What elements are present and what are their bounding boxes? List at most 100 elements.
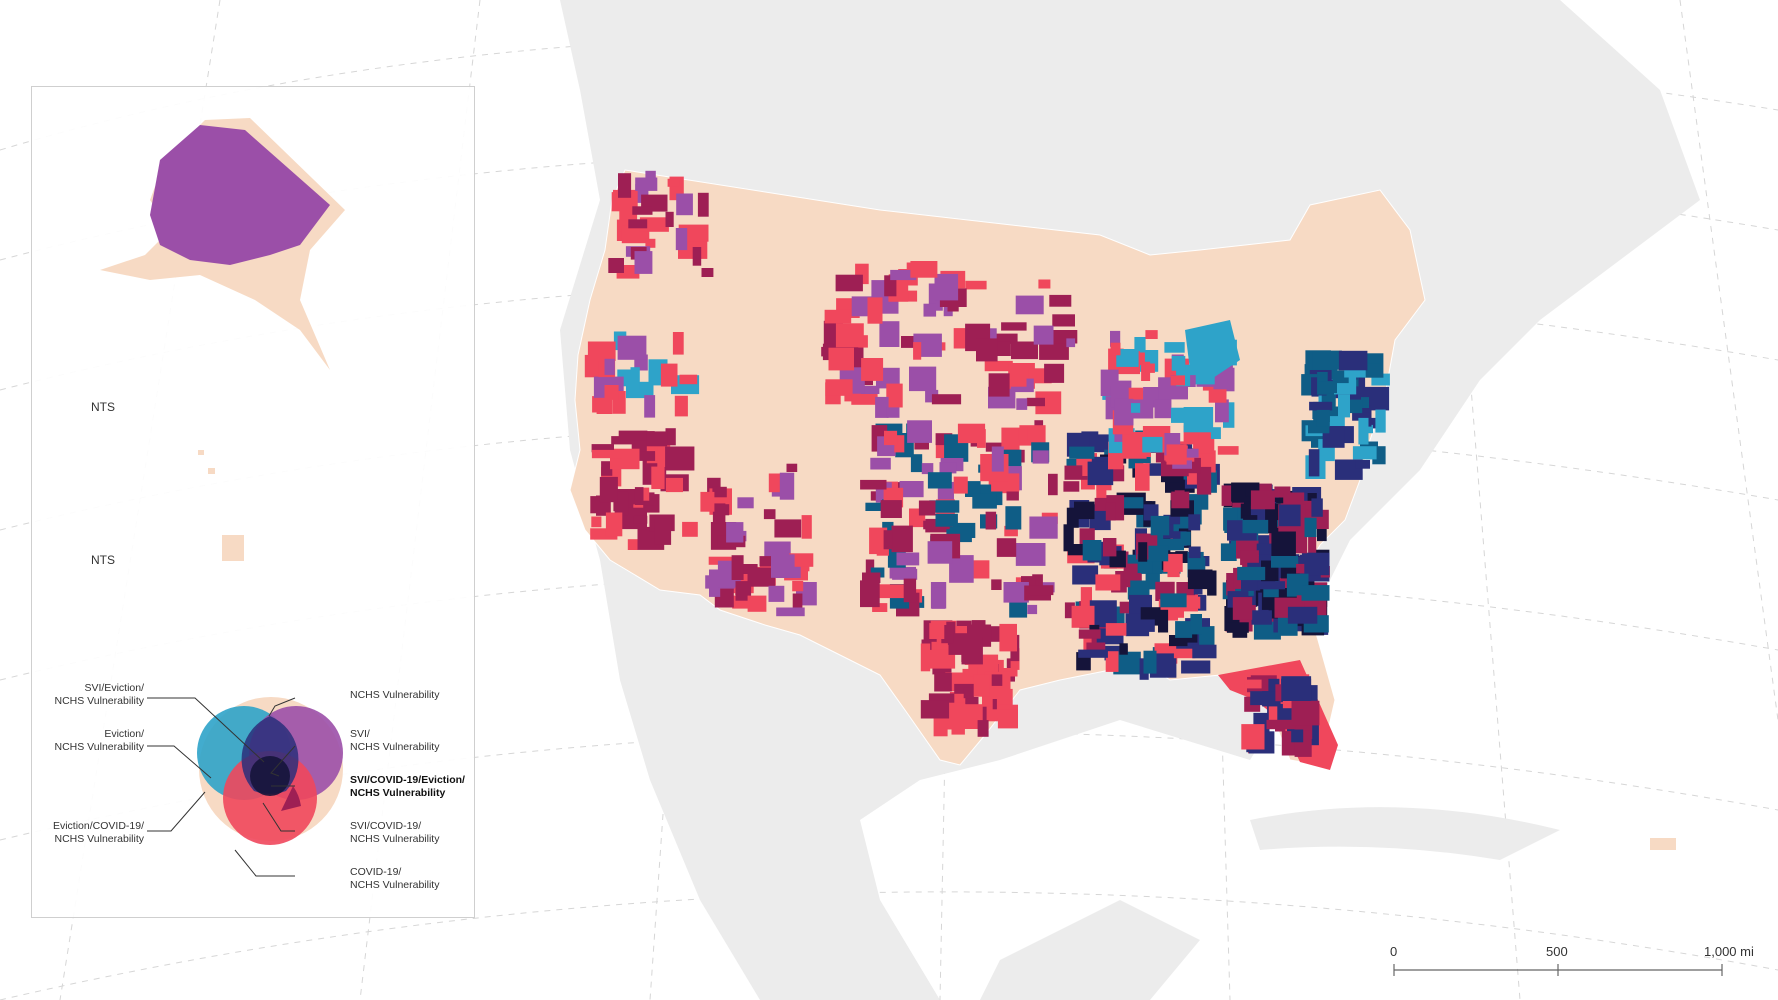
county-patch (1226, 622, 1249, 633)
county-patch (665, 446, 695, 471)
county-patch (1063, 524, 1074, 552)
county-patch (822, 343, 833, 361)
county-patch (630, 367, 640, 390)
county-patch (860, 385, 880, 394)
county-patch (965, 481, 981, 497)
county-patch (1266, 719, 1296, 730)
county-patch (878, 584, 906, 599)
county-patch (934, 273, 959, 301)
county-patch (899, 481, 924, 498)
county-patch (1217, 446, 1239, 455)
county-patch (645, 238, 656, 248)
county-patch (628, 219, 648, 229)
county-patch (1188, 546, 1201, 559)
county-patch (665, 477, 683, 493)
county-patch (929, 623, 945, 639)
legend-label-eviction-covid: Eviction/COVID-19/ NCHS Vulnerability (52, 820, 144, 845)
county-patch (1311, 498, 1323, 517)
county-patch (1208, 389, 1227, 403)
county-patch (1027, 604, 1038, 615)
county-patch (931, 587, 945, 609)
scale-bar (1393, 964, 1723, 976)
county-patch (1131, 403, 1141, 413)
county-patch (963, 687, 975, 699)
county-patch (737, 497, 754, 509)
county-patch (634, 487, 644, 505)
county-patch (1158, 609, 1169, 633)
county-patch (1072, 565, 1099, 585)
county-patch (1251, 535, 1281, 545)
county-patch (701, 268, 714, 277)
county-patch (789, 553, 814, 567)
county-patch (1142, 436, 1163, 453)
county-patch (1171, 491, 1190, 509)
county-patch (1251, 610, 1272, 625)
county-patch (1221, 485, 1232, 506)
county-patch (679, 374, 698, 385)
county-patch (747, 595, 767, 612)
county-patch (927, 472, 952, 489)
county-patch (985, 511, 997, 530)
county-patch (1220, 543, 1237, 561)
county-patch (1078, 649, 1108, 658)
county-patch (1086, 642, 1106, 654)
county-patch (991, 674, 1003, 686)
county-patch (672, 332, 684, 355)
county-patch (1240, 550, 1259, 566)
county-patch (1309, 401, 1333, 411)
county-patch (1118, 497, 1144, 509)
county-patch (1301, 552, 1330, 576)
county-patch (929, 500, 960, 513)
county-patch (949, 555, 974, 583)
county-patch (996, 538, 1017, 557)
county-patch (1026, 397, 1045, 407)
county-patch (1134, 337, 1146, 360)
county-patch (1308, 449, 1320, 477)
county-patch (776, 607, 805, 617)
county-patch (828, 347, 854, 371)
county-patch (910, 454, 923, 473)
county-patch (1160, 593, 1187, 608)
county-patch (1271, 556, 1299, 568)
county-patch (644, 395, 656, 418)
county-patch (957, 423, 986, 444)
county-patch (918, 500, 936, 516)
county-patch (1039, 343, 1069, 360)
county-patch (1081, 431, 1099, 444)
county-patch (731, 555, 744, 580)
county-patch (879, 321, 900, 347)
county-patch (896, 552, 920, 566)
county-patch (1193, 431, 1215, 454)
county-patch (939, 462, 957, 474)
county-patch (604, 385, 619, 400)
legend-label-all-four: SVI/COVID-19/Eviction/ NCHS Vulnerabilit… (350, 774, 465, 799)
county-patch (618, 173, 632, 198)
legend-venn (197, 697, 343, 845)
county-patch (801, 515, 812, 539)
county-patch (1173, 648, 1196, 659)
county-patch (1210, 427, 1221, 439)
county-patch (1352, 446, 1377, 460)
county-patch (988, 373, 1010, 397)
county-patch (614, 491, 629, 516)
county-patch (700, 491, 715, 512)
county-patch (1282, 699, 1297, 709)
county-patch (1143, 650, 1157, 674)
county-patch (1066, 507, 1079, 528)
county-patch (587, 341, 616, 361)
county-patch (1291, 729, 1304, 743)
county-patch (1183, 407, 1214, 433)
county-patch (883, 530, 893, 550)
county-patch (872, 603, 888, 612)
county-patch (1358, 417, 1369, 445)
county-patch (1257, 581, 1285, 590)
county-patch (1171, 407, 1185, 423)
county-patch (884, 430, 898, 446)
county-patch (1215, 399, 1229, 423)
county-patch (1048, 473, 1058, 496)
county-patch (1078, 629, 1101, 639)
alaska-nts-label: NTS (91, 400, 115, 414)
county-patch (1135, 463, 1150, 491)
county-patch (1180, 531, 1191, 546)
county-patch (1003, 582, 1029, 603)
